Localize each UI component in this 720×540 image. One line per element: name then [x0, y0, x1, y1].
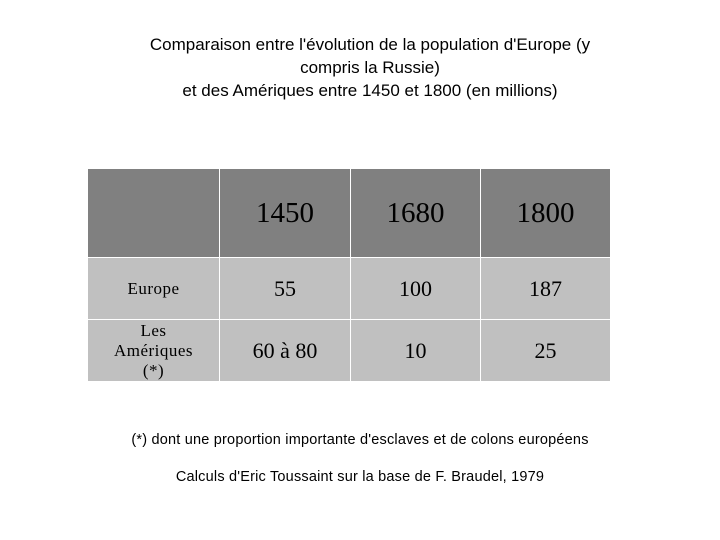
cell-ameriques-1680: 10 [350, 319, 481, 382]
footnote: (*) dont une proportion importante d'esc… [131, 432, 589, 448]
table-header-row: 1450 1680 1800 [87, 168, 611, 258]
row-label-ameriques-line-3: (*) [142, 360, 165, 380]
population-table: 1450 1680 1800 Europe 55 100 187 Les Amé… [87, 168, 611, 382]
cell-europe-1800: 187 [480, 257, 611, 320]
title-line-1: Comparaison entre l'évolution de la popu… [149, 35, 591, 54]
cell-ameriques-1450: 60 à 80 [219, 319, 351, 382]
row-label-ameriques-line-2: Amériques [113, 340, 194, 360]
row-label-europe: Europe [87, 257, 220, 320]
cell-europe-1450: 55 [219, 257, 351, 320]
column-header-1800: 1800 [480, 168, 611, 258]
column-header-1680: 1680 [350, 168, 481, 258]
title-line-2: compris la Russie) [300, 58, 440, 77]
cell-europe-1680: 100 [350, 257, 481, 320]
table-corner-cell [87, 168, 220, 258]
column-header-1450: 1450 [219, 168, 351, 258]
table-row-europe: Europe 55 100 187 [87, 257, 611, 320]
row-label-ameriques-line-1: Les [140, 320, 167, 340]
page-title: Comparaison entre l'évolution de la popu… [80, 33, 660, 102]
row-label-ameriques: Les Amériques (*) [87, 319, 220, 382]
table-row-ameriques: Les Amériques (*) 60 à 80 10 25 [87, 319, 611, 382]
source-note: Calculs d'Eric Toussaint sur la base de … [175, 469, 545, 485]
title-line-3: et des Amériques entre 1450 et 1800 (en … [182, 81, 558, 100]
cell-ameriques-1800: 25 [480, 319, 611, 382]
